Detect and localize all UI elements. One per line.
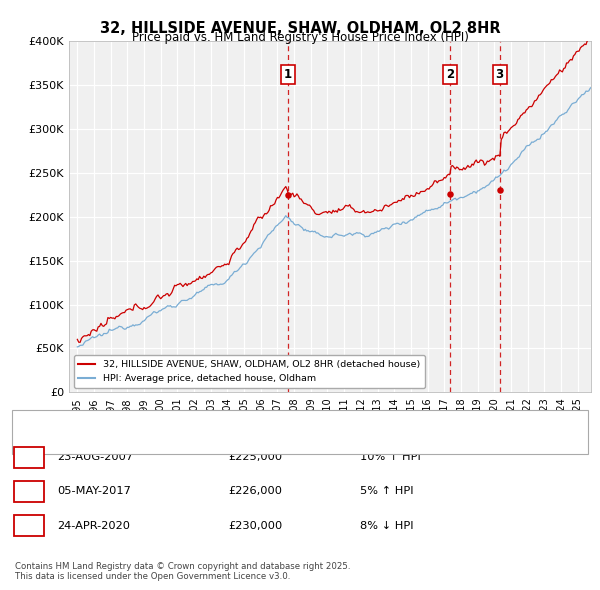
Text: 05-MAY-2017: 05-MAY-2017 xyxy=(57,487,131,496)
Text: £230,000: £230,000 xyxy=(228,521,282,530)
Text: Contains HM Land Registry data © Crown copyright and database right 2025.
This d: Contains HM Land Registry data © Crown c… xyxy=(15,562,350,581)
Point xyxy=(445,189,455,199)
Text: 1: 1 xyxy=(25,451,34,464)
Text: 10% ↑ HPI: 10% ↑ HPI xyxy=(360,453,421,462)
Text: HPI: Average price, detached house, Oldham: HPI: Average price, detached house, Oldh… xyxy=(72,438,296,447)
Text: 5% ↑ HPI: 5% ↑ HPI xyxy=(360,487,413,496)
Text: 23-AUG-2007: 23-AUG-2007 xyxy=(57,453,133,462)
Text: 24-APR-2020: 24-APR-2020 xyxy=(57,521,130,530)
Text: 32, HILLSIDE AVENUE, SHAW, OLDHAM, OL2 8HR: 32, HILLSIDE AVENUE, SHAW, OLDHAM, OL2 8… xyxy=(100,21,500,35)
Legend: 32, HILLSIDE AVENUE, SHAW, OLDHAM, OL2 8HR (detached house), HPI: Average price,: 32, HILLSIDE AVENUE, SHAW, OLDHAM, OL2 8… xyxy=(74,355,425,388)
Text: 2: 2 xyxy=(25,485,34,498)
Text: 8% ↓ HPI: 8% ↓ HPI xyxy=(360,521,413,530)
Text: 3: 3 xyxy=(496,68,503,81)
Point xyxy=(283,190,293,199)
Point xyxy=(495,186,505,195)
Text: 1: 1 xyxy=(284,68,292,81)
Text: 32, HILLSIDE AVENUE, SHAW, OLDHAM, OL2 8HR (detached house): 32, HILLSIDE AVENUE, SHAW, OLDHAM, OL2 8… xyxy=(72,418,406,428)
Text: £225,000: £225,000 xyxy=(228,453,282,462)
Text: 2: 2 xyxy=(446,68,454,81)
Text: 3: 3 xyxy=(25,519,34,532)
Text: £226,000: £226,000 xyxy=(228,487,282,496)
Text: Price paid vs. HM Land Registry's House Price Index (HPI): Price paid vs. HM Land Registry's House … xyxy=(131,31,469,44)
